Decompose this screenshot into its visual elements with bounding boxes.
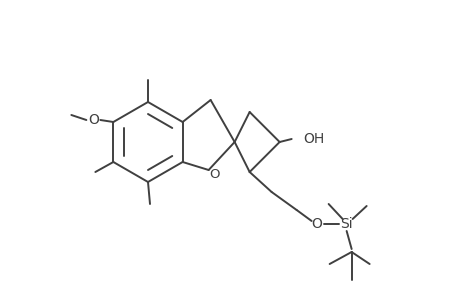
- Text: OH: OH: [303, 132, 324, 146]
- Text: O: O: [311, 217, 321, 231]
- Text: O: O: [88, 113, 99, 127]
- Text: Si: Si: [340, 217, 352, 231]
- Text: O: O: [209, 167, 219, 181]
